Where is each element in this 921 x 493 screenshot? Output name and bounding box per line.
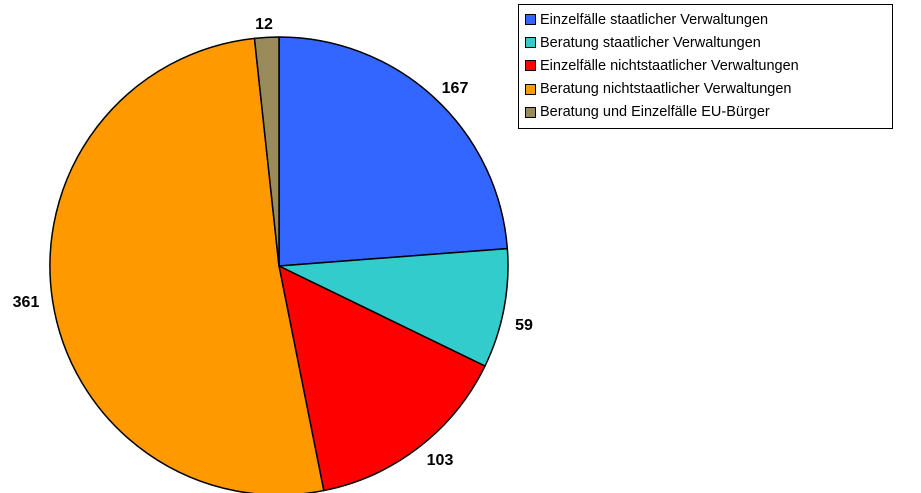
legend-swatch <box>525 106 536 118</box>
legend-item-beratung-staatlich: Beratung staatlicher Verwaltungen <box>525 31 886 54</box>
legend-item-beratung-nichtstaatlich: Beratung nichtstaatlicher Verwaltungen <box>525 78 886 101</box>
slice-beratung-nichtstaatlich <box>49 37 325 493</box>
legend-label: Einzelfälle nichtstaatlicher Verwaltunge… <box>540 57 799 74</box>
legend-swatch <box>525 60 536 72</box>
slice-beratung-staatlich <box>278 247 509 367</box>
legend-label: Beratung nichtstaatlicher Verwaltungen <box>540 81 792 98</box>
value-label-eu-buerger: 12 <box>255 16 273 33</box>
legend-item-einzelfaelle-staatlich: Einzelfälle staatlicher Verwaltungen <box>525 8 886 31</box>
legend-label: Beratung und Einzelfälle EU-Bürger <box>540 104 770 121</box>
value-label-einzelfaelle-nichtstaatlich: 103 <box>427 452 454 469</box>
slice-einzelfaelle-staatlich <box>278 36 509 267</box>
value-label-beratung-nichtstaatlich: 361 <box>13 294 40 311</box>
legend-swatch <box>525 37 536 49</box>
value-labels: 167 59 103 361 12 <box>13 16 533 469</box>
chart-legend: Einzelfälle staatlicher Verwaltungen Ber… <box>518 4 893 129</box>
legend-swatch <box>525 14 536 26</box>
legend-label: Einzelfälle staatlicher Verwaltungen <box>540 11 769 28</box>
legend-label: Beratung staatlicher Verwaltungen <box>540 34 761 51</box>
value-label-einzelfaelle-staatlich: 167 <box>442 80 469 97</box>
legend-item-eu-buerger: Beratung und Einzelfälle EU-Bürger <box>525 101 886 124</box>
legend-swatch <box>525 83 536 95</box>
pie-slices <box>49 36 509 493</box>
legend-item-einzelfaelle-nichtstaatlich: Einzelfälle nichtstaatlicher Verwaltunge… <box>525 54 886 77</box>
slice-eu-buerger <box>253 36 280 267</box>
value-label-beratung-staatlich: 59 <box>515 317 533 334</box>
slice-einzelfaelle-nichtstaatlich <box>278 265 486 492</box>
